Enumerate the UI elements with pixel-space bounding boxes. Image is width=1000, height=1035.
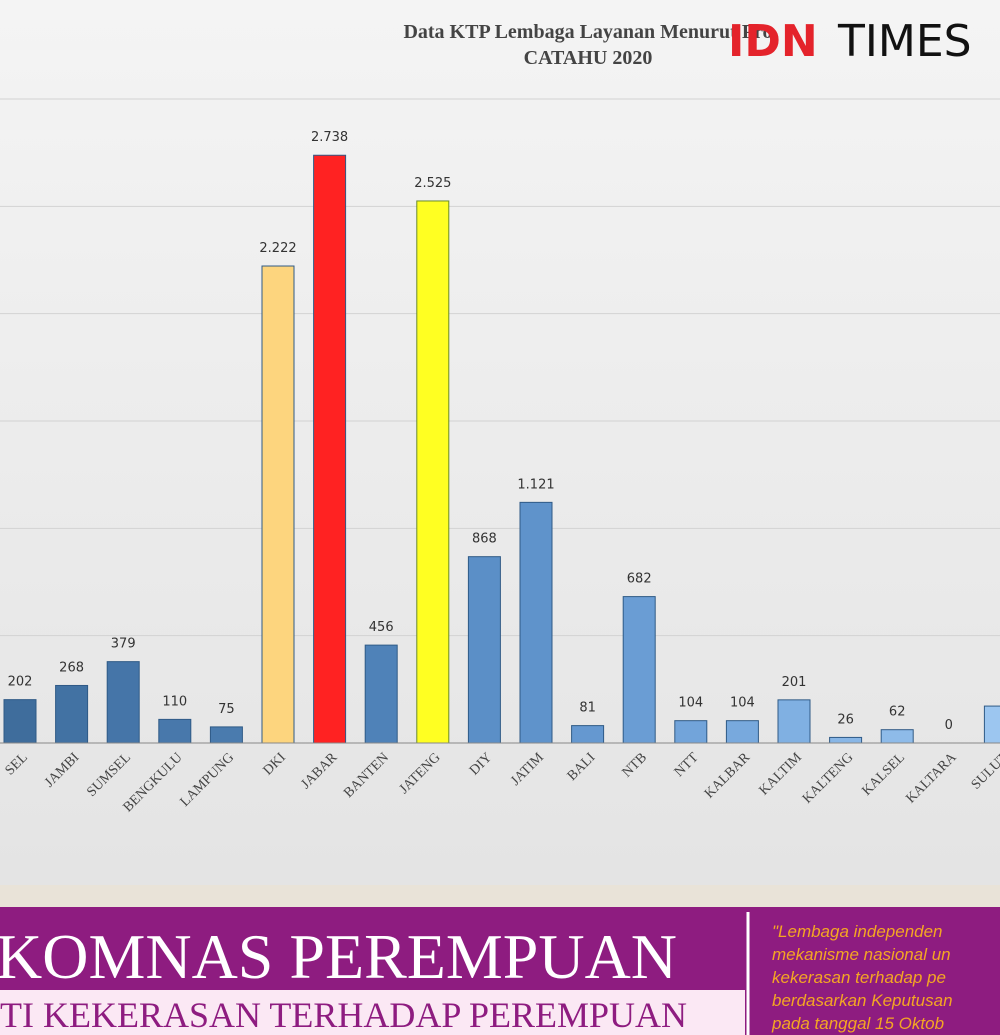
logo-idn: IDN bbox=[728, 16, 818, 67]
value-label: 2.738 bbox=[311, 130, 348, 145]
banner-subtitle: TI KEKERASAN TERHADAP PEREMPUAN bbox=[0, 995, 687, 1035]
bar bbox=[416, 200, 450, 744]
quote-line: mekanisme nasional un bbox=[772, 945, 951, 964]
bar bbox=[829, 736, 863, 744]
quote-line: berdasarkan Keputusan bbox=[772, 991, 953, 1010]
bar bbox=[880, 729, 914, 744]
value-label: 1.121 bbox=[517, 477, 554, 492]
bar bbox=[725, 720, 759, 744]
bar bbox=[3, 699, 37, 744]
bar bbox=[55, 684, 89, 744]
value-label: 75 bbox=[218, 702, 235, 717]
chart-area bbox=[0, 0, 1000, 885]
value-label: 2.222 bbox=[259, 241, 296, 256]
bar bbox=[209, 726, 243, 744]
bar bbox=[571, 725, 605, 744]
chart-title: Data KTP Lembaga Layanan Menurut Pro bbox=[403, 21, 772, 43]
bar bbox=[467, 556, 501, 744]
bar bbox=[106, 661, 140, 744]
bar bbox=[364, 644, 398, 744]
bar bbox=[777, 699, 811, 744]
value-label: 104 bbox=[730, 696, 755, 711]
bar bbox=[261, 265, 295, 744]
value-label: 0 bbox=[945, 718, 953, 733]
quote: "Lembaga independen mekanisme nasional un… bbox=[771, 922, 953, 1033]
value-label: 110 bbox=[162, 694, 187, 709]
value-label: 868 bbox=[472, 532, 497, 547]
value-label: 201 bbox=[782, 675, 807, 690]
banner-sub bbox=[0, 990, 745, 1035]
quote-line: pada tanggal 15 Oktob bbox=[771, 1014, 944, 1033]
value-label: 81 bbox=[579, 701, 596, 716]
bar bbox=[313, 154, 347, 744]
bar bbox=[983, 705, 1000, 744]
bar bbox=[158, 718, 192, 744]
quote-line: "Lembaga independen bbox=[772, 922, 943, 941]
value-label: 268 bbox=[59, 660, 84, 675]
gap bbox=[0, 885, 1000, 907]
value-label: 682 bbox=[627, 572, 652, 587]
value-label: 62 bbox=[889, 705, 906, 720]
value-label: 26 bbox=[837, 712, 854, 727]
value-label: 202 bbox=[8, 675, 33, 690]
quote-line: kekerasan terhadap pe bbox=[772, 968, 946, 987]
bar bbox=[519, 501, 553, 744]
bar bbox=[674, 720, 708, 744]
banner-title: KOMNAS PEREMPUAN bbox=[0, 921, 677, 992]
logo-times: TIMES bbox=[837, 16, 972, 67]
value-label: 379 bbox=[111, 637, 136, 652]
value-label: 104 bbox=[678, 696, 703, 711]
bar bbox=[622, 596, 656, 744]
value-label: 456 bbox=[369, 620, 394, 635]
chart-subtitle: CATAHU 2020 bbox=[524, 47, 653, 69]
value-label: 2.525 bbox=[414, 176, 451, 191]
